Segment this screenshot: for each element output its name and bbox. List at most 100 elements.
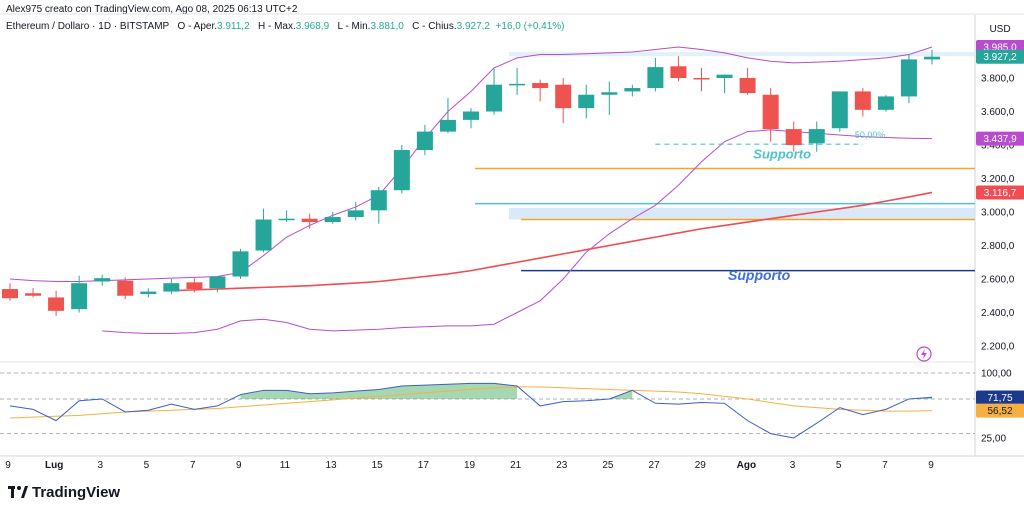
candle (785, 121, 802, 152)
candle (232, 248, 249, 279)
rsi-line (9, 382, 933, 439)
candle (2, 283, 18, 301)
time-tick-label: 17 (418, 460, 430, 471)
candle (877, 94, 894, 112)
price-tick-label: 3.800,0 (981, 74, 1015, 85)
candle-body (555, 84, 572, 109)
candle (301, 213, 318, 229)
change-value: +16,0 (+0,41%) (495, 21, 565, 32)
time-tick-label: 5 (144, 460, 150, 471)
price-tick-label: 3.000,0 (981, 208, 1015, 219)
candle (831, 91, 848, 132)
time-tick-label: 13 (325, 460, 337, 471)
price-tick-label: 3.200,0 (981, 174, 1015, 185)
price-tag-label: 3.985,0 (983, 43, 1017, 54)
low-value: 3.881,0 (370, 21, 404, 32)
candle (416, 124, 433, 156)
time-tick-label: 27 (649, 460, 661, 471)
candle-body (624, 88, 641, 92)
time-tick-label: 3 (790, 460, 796, 471)
candle (117, 277, 134, 300)
candle-body (900, 59, 917, 97)
candle (762, 88, 779, 142)
time-tick-label: 9 (928, 460, 934, 471)
candle (624, 84, 641, 97)
candle-body (324, 217, 341, 223)
time-tick-label: 19 (464, 460, 476, 471)
candle (94, 274, 111, 286)
candle-body (140, 291, 157, 295)
candle-body (739, 78, 756, 94)
candle-body (393, 150, 410, 191)
open-label: O - Aper. (177, 21, 218, 32)
tradingview-logo[interactable]: TradingView (8, 484, 120, 501)
candle (347, 201, 364, 221)
candle-body (762, 94, 779, 130)
candle (370, 186, 387, 224)
candle-body (117, 280, 134, 296)
time-tick-label: 5 (836, 460, 842, 471)
candle-body (370, 190, 387, 211)
rsi-tick-label: 25,00 (981, 433, 1006, 444)
rsi-tag-label: 56,52 (987, 406, 1012, 417)
candle-body (301, 218, 318, 223)
candle (509, 67, 526, 95)
candle-body (186, 282, 203, 290)
high-label: H - Max. (257, 21, 296, 32)
candle-body (785, 129, 802, 145)
candle-body (693, 78, 710, 80)
candle (209, 276, 226, 293)
candle (463, 108, 479, 129)
candle-body (670, 66, 687, 78)
lightning-icon-bolt (921, 349, 927, 359)
price-tick-label: 3.600,0 (981, 107, 1015, 118)
price-tick-label: 2.600,0 (981, 275, 1015, 286)
time-tick-label: Ago (737, 460, 756, 471)
candle-body (2, 289, 18, 299)
candle (25, 288, 42, 298)
candle (255, 208, 272, 253)
candle (670, 56, 687, 82)
time-tick-label: 3 (98, 460, 104, 471)
price-tick-label: 2.200,0 (981, 342, 1015, 353)
time-tick-label: 23 (556, 460, 568, 471)
candle (186, 278, 203, 293)
candle-body (509, 83, 526, 86)
candle (808, 121, 825, 152)
candle (140, 288, 157, 298)
candle (578, 84, 595, 119)
time-tick-label: 21 (510, 460, 522, 471)
close-label: C - Chius. (412, 21, 457, 32)
candle (71, 275, 88, 313)
candle (532, 79, 549, 102)
candle-body (255, 219, 272, 251)
candle (924, 49, 940, 65)
time-tick-label: Lug (45, 460, 63, 471)
candle-body (278, 218, 295, 221)
author-line: Alex975 creato con TradingView.com, Ago … (6, 4, 298, 15)
time-tick-label: 15 (372, 460, 384, 471)
price-tag (976, 131, 1024, 146)
time-tick-label: 7 (882, 460, 888, 471)
candle (854, 88, 871, 117)
candle-body (209, 276, 226, 289)
candle-body (716, 74, 733, 78)
open-value: 3.911,2 (217, 21, 250, 32)
price-tick-label: 2.800,0 (981, 241, 1015, 252)
price-tag-label: 3.437,9 (983, 134, 1017, 145)
symbol-label[interactable]: Ethereum / Dollaro · 1D · BITSTAMP (6, 21, 170, 32)
time-tick-label: 25 (602, 460, 614, 471)
candle (393, 145, 410, 194)
rsi-tag (976, 390, 1024, 405)
candle (555, 78, 572, 124)
tradingview-logo-icon (8, 486, 28, 498)
support-annotation: Supporto (753, 146, 811, 161)
candle-body (578, 94, 595, 109)
moving-average-line (171, 191, 933, 292)
candle (716, 74, 733, 94)
brand-name: TradingView (32, 484, 121, 501)
candle-body (25, 293, 42, 296)
time-tick-label: 11 (280, 460, 291, 471)
time-tick-label: 9 (5, 460, 11, 471)
